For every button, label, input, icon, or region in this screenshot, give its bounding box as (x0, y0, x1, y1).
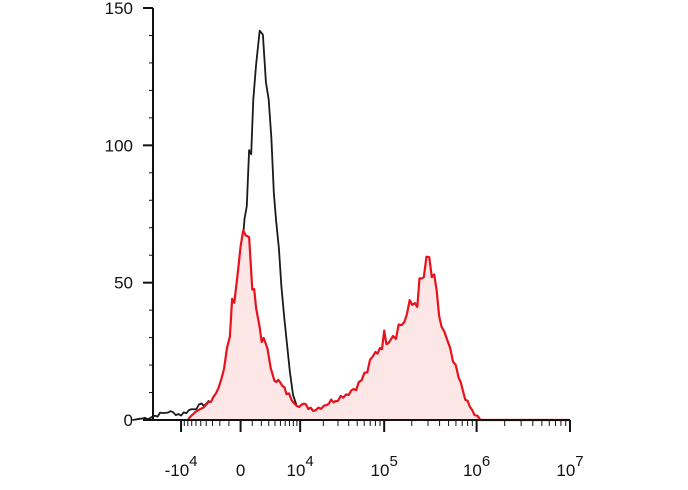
series-1-area (187, 230, 571, 420)
labels-layer: 0 50 100 150 -104 0 104 105 106 107 (105, 0, 584, 480)
series-layer (132, 29, 571, 422)
y-tick-label: 0 (124, 411, 133, 430)
y-tick-label: 150 (105, 0, 133, 18)
y-tick-label: 50 (114, 274, 133, 293)
ticks-layer (143, 7, 571, 432)
series-0-line (132, 29, 570, 421)
x-tick-label: 105 (371, 453, 398, 480)
x-tick-label: 0 (236, 461, 245, 480)
x-tick-label: 107 (556, 453, 583, 480)
x-tick-label: -104 (165, 453, 198, 480)
axes-layer (152, 8, 570, 421)
x-tick-label: 104 (287, 453, 314, 480)
y-tick-label: 100 (105, 136, 133, 155)
x-tick-label: 106 (463, 453, 490, 480)
